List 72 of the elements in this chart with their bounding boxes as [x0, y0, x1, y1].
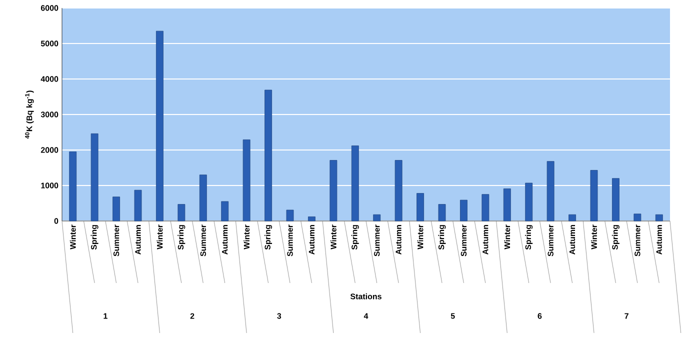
x-tick-label: Summer [287, 224, 293, 256]
bar [90, 133, 98, 222]
bar [503, 188, 511, 222]
bar [351, 146, 359, 222]
x-tick-label: Summer [460, 224, 467, 256]
text: 4 [364, 313, 368, 319]
text: 3 [277, 313, 282, 319]
x-tick-label: Autumn [308, 225, 315, 255]
bar [525, 182, 533, 222]
bar [308, 216, 316, 222]
bar [590, 170, 598, 222]
x-tick-label: Winter [591, 224, 597, 250]
bar [438, 204, 446, 222]
x-tick-label: Spring [612, 225, 620, 250]
x-tick-label: Spring [90, 225, 98, 250]
bar [199, 174, 207, 222]
x-tick-label: Summer [113, 224, 120, 256]
y-axis-title: $^{40}$K (Bq kg$^{-1}$) [25, 90, 34, 139]
bar [156, 30, 164, 222]
x-tick-label: Spring [264, 225, 272, 250]
text: 6 [538, 313, 542, 319]
bar [264, 90, 272, 222]
bar [330, 160, 338, 222]
bar [416, 193, 424, 222]
text: 7 [624, 313, 628, 319]
x-tick-label: Summer [634, 224, 640, 256]
bar [394, 160, 402, 222]
x-tick-label: Winter [504, 224, 510, 250]
bar [482, 194, 490, 222]
x-axis-title: Stations [350, 293, 382, 300]
text: 1 [104, 313, 108, 319]
x-tick-label: Spring [351, 225, 359, 250]
bar [112, 196, 120, 222]
bar [242, 140, 250, 222]
x-tick-label: Spring [438, 225, 446, 250]
x-tick-label: Winter [244, 224, 250, 250]
y-tick-label: 4000 [40, 76, 58, 82]
y-tick-label: 3000 [40, 112, 58, 118]
y-tick-label: 0 [54, 218, 58, 224]
y-tick-label: 6000 [40, 5, 58, 11]
x-tick-label: Autumn [656, 225, 662, 255]
bar [634, 214, 642, 222]
x-tick-label: Winter [70, 224, 76, 250]
bar [655, 214, 663, 222]
text: 2 [190, 313, 194, 319]
bar [568, 214, 576, 222]
x-tick-label: Autumn [222, 225, 228, 255]
bar [460, 200, 468, 222]
y-tick-label: 1000 [41, 182, 58, 188]
bar [373, 214, 381, 222]
text: 5 [450, 313, 455, 319]
bar [612, 178, 620, 222]
x-tick-label: Winter [330, 224, 336, 250]
x-tick-label: Autumn [135, 225, 141, 255]
y-tick-label: 2000 [40, 147, 58, 153]
bar [178, 204, 186, 222]
x-tick-label: Spring [525, 225, 533, 250]
bar [134, 190, 142, 222]
x-tick-label: Summer [200, 224, 206, 256]
y-tick-label: 5000 [40, 40, 58, 46]
x-tick-label: Autumn [570, 225, 576, 255]
x-tick-label: Autumn [396, 225, 402, 255]
x-tick-label: Summer [548, 224, 554, 256]
x-tick-label: Autumn [482, 225, 488, 255]
x-tick-label: Spring [178, 225, 186, 250]
x-tick-label: Winter [156, 224, 163, 250]
bar [546, 161, 554, 222]
x-tick-label: Summer [374, 224, 380, 256]
x-tick-label: Winter [417, 224, 424, 250]
bar [69, 152, 77, 222]
bar [286, 210, 294, 222]
bar [221, 201, 229, 222]
